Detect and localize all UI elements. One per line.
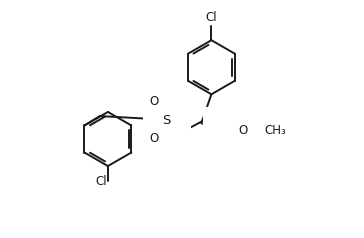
- Text: CH₃: CH₃: [264, 124, 286, 137]
- Text: N: N: [221, 124, 230, 137]
- Text: O: O: [149, 95, 158, 108]
- Text: O: O: [238, 124, 248, 137]
- Text: Cl: Cl: [206, 11, 217, 24]
- Text: Cl: Cl: [95, 175, 107, 188]
- Text: O: O: [149, 133, 158, 145]
- Text: S: S: [162, 114, 171, 127]
